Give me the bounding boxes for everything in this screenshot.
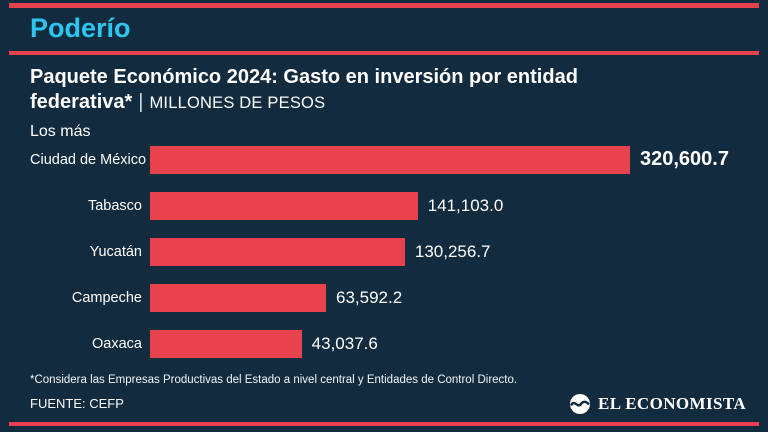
bar-track: 63,592.2: [150, 283, 630, 312]
value-label: 43,037.6: [311, 333, 378, 353]
el-economista-logo-icon: [569, 393, 590, 414]
category-label: Ciudad de México: [30, 151, 147, 168]
logo-wordmark: EL ECONOMISTA: [598, 393, 746, 413]
bar-campeche: [150, 283, 327, 312]
value-label: 63,592.2: [336, 287, 403, 307]
category-label: Oaxaca: [92, 335, 142, 352]
bar-track: 43,037.6: [150, 329, 630, 358]
value-label: 320,600.7: [640, 148, 729, 171]
bar-ciudad-de-mexico: [150, 145, 630, 174]
category-label: Campeche: [71, 289, 142, 306]
category-label: Yucatán: [89, 243, 142, 260]
bar-track: 130,256.7: [150, 237, 630, 266]
header-divider: [9, 50, 759, 55]
bar-row-oaxaca: Oaxaca 43,037.6: [30, 329, 768, 358]
value-label: 130,256.7: [414, 241, 491, 261]
bar-tabasco: [150, 191, 418, 220]
el-economista-logo: EL ECONOMISTA: [569, 393, 746, 415]
chart-title-text: Paquete Económico 2024: Gasto en inversi…: [30, 65, 578, 114]
bar-yucatan: [150, 237, 405, 266]
value-label: 141,103.0: [427, 195, 504, 215]
masthead: Poderío: [30, 13, 131, 43]
footnote: *Considera las Empresas Productivas del …: [30, 373, 518, 386]
category-label: Tabasco: [87, 197, 142, 214]
group-label: Los más: [30, 122, 91, 140]
source-label: FUENTE: CEFP: [30, 396, 124, 412]
bar-track: 320,600.7: [150, 145, 729, 174]
bar-oaxaca: [150, 329, 302, 358]
title-separator: |: [138, 91, 144, 114]
bottom-divider: [9, 421, 759, 426]
bar-row-tabasco: Tabasco 141,103.0: [30, 191, 768, 220]
bar-row-yucatan: Yucatán 130,256.7: [30, 237, 768, 266]
bar-row-ciudad-de-mexico: Ciudad de México 320,600.7: [30, 145, 768, 174]
chart-title: Paquete Económico 2024: Gasto en inversi…: [30, 65, 675, 116]
footer-row: FUENTE: CEFP EL ECONOMISTA: [30, 393, 746, 415]
bar-row-campeche: Campeche 63,592.2: [30, 283, 768, 312]
units-label: MILLONES DE PESOS: [149, 94, 326, 113]
top-divider: [9, 3, 759, 8]
bar-chart: Ciudad de México 320,600.7 Tabasco 141,1…: [30, 145, 768, 358]
bar-track: 141,103.0: [150, 191, 630, 220]
